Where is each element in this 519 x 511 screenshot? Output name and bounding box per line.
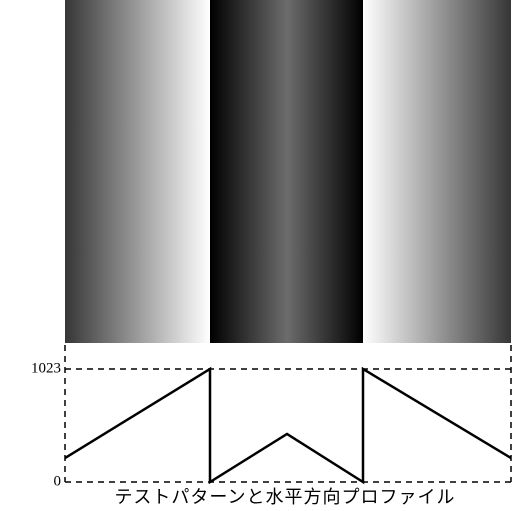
y-tick-label: 0 <box>54 473 62 489</box>
caption: テストパターンと水平方向プロファイル <box>114 487 455 508</box>
profile-line <box>64 366 512 485</box>
test-pattern-image <box>65 0 511 343</box>
y-tick-label: 1023 <box>31 360 61 376</box>
